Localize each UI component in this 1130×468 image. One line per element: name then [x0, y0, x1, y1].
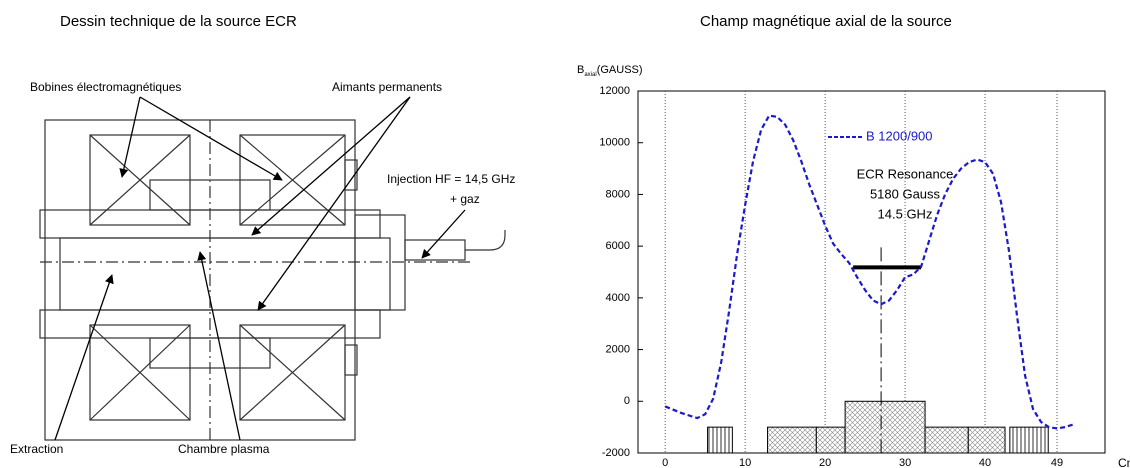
- y-tick-label: 4000: [606, 292, 630, 304]
- label-coils: Bobines électromagnétiques: [30, 80, 181, 94]
- drawing-title: Dessin technique de la source ECR: [60, 13, 297, 30]
- arrow: [119, 96, 141, 178]
- series-line: [664, 114, 1074, 430]
- label-chamber: Chambre plasma: [178, 442, 270, 456]
- magnet-block: [815, 426, 846, 454]
- arrow: [139, 96, 283, 181]
- magnet-block: [844, 400, 926, 454]
- chart-title: Champ magnétique axial de la source: [700, 13, 952, 30]
- y-tick-label: 0: [624, 395, 630, 407]
- label-injection: Injection HF = 14,5 GHz: [387, 172, 515, 186]
- x-tick-label: 40: [979, 457, 991, 468]
- y-tick-label: 10000: [599, 137, 630, 149]
- legend-label: B 1200/900: [866, 128, 933, 143]
- x-axis-label: Cm: [1118, 456, 1130, 468]
- arrow: [421, 209, 466, 259]
- magnet-block: [967, 426, 1006, 454]
- arrow: [251, 96, 411, 236]
- x-tick-label: 20: [819, 457, 831, 468]
- arrow: [54, 274, 114, 441]
- y-tick-label: -2000: [602, 447, 630, 459]
- arrow: [257, 96, 411, 311]
- annotation: 5180 Gauss: [870, 186, 941, 201]
- y-tick-label: 6000: [606, 240, 630, 252]
- magnet-block: [767, 426, 817, 454]
- y-tick-label: 8000: [606, 188, 630, 200]
- annotation: 14.5 GHz: [878, 206, 933, 221]
- x-tick-label: 30: [899, 457, 911, 468]
- magnet-block: [707, 426, 733, 454]
- y-tick-label: 2000: [606, 343, 630, 355]
- technical-drawing: [39, 119, 506, 441]
- magnet-block: [1009, 426, 1049, 454]
- x-tick-label: 10: [739, 457, 751, 468]
- arrow: [197, 251, 241, 441]
- x-tick-label: 0: [662, 457, 668, 468]
- x-tick-label: 49: [1051, 457, 1063, 468]
- annotation: ECR Resonance: [857, 166, 954, 181]
- plot-frame: [637, 90, 1106, 454]
- y-axis-label: Baxial(GAUSS): [577, 64, 643, 78]
- y-tick-label: 12000: [599, 85, 630, 97]
- label-magnets: Aimants permanents: [332, 80, 442, 94]
- label-extraction: Extraction: [10, 442, 63, 456]
- label-gas: + gaz: [450, 192, 480, 206]
- magnet-block: [924, 426, 969, 454]
